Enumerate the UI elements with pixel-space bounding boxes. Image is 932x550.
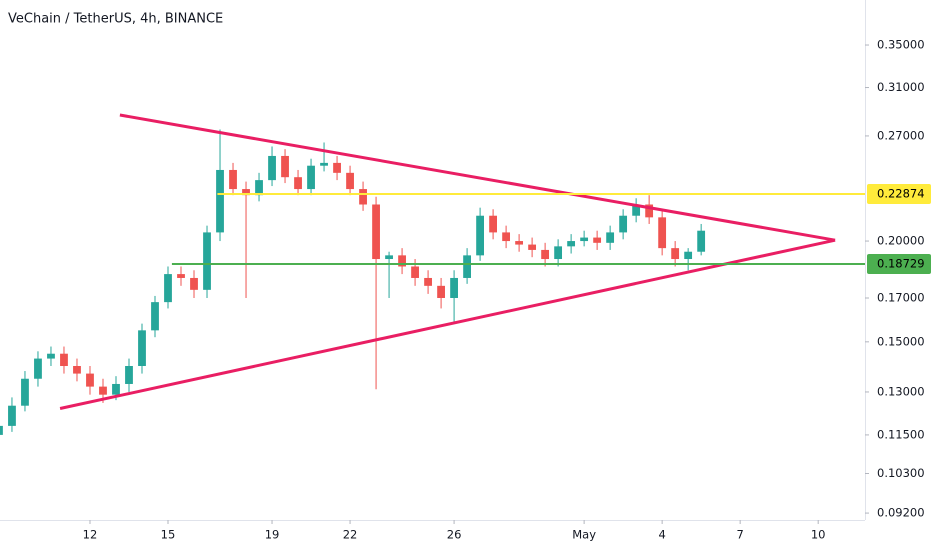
chart-title: VeChain / TetherUS, 4h, BINANCE	[8, 12, 223, 27]
candle-body	[8, 405, 16, 426]
candle-body	[281, 155, 289, 178]
candle-body	[619, 215, 628, 233]
candle-body	[21, 378, 29, 406]
trend-line	[59, 238, 836, 410]
candle-body	[320, 162, 328, 166]
candle-body	[528, 244, 537, 250]
candle-body	[580, 237, 589, 242]
candle-body	[0, 425, 3, 435]
x-tick-label: 4	[658, 528, 665, 542]
x-tick-label: 19	[265, 528, 280, 542]
candle-body	[437, 285, 445, 298]
candle-body	[307, 165, 315, 190]
candle-body	[229, 169, 237, 190]
candle-body	[242, 189, 250, 196]
candle-body	[138, 330, 146, 367]
x-tick-label: May	[572, 528, 596, 542]
candle-body	[684, 251, 693, 260]
trend-line	[119, 113, 836, 242]
candle-body	[151, 302, 159, 331]
price-label-box	[867, 184, 931, 205]
y-tick-label: 0.13000	[877, 384, 925, 398]
candle-body	[47, 353, 55, 359]
candle-body	[125, 366, 133, 384]
y-tick-label: 0.10300	[877, 466, 925, 480]
x-tick-label: 7	[737, 528, 744, 542]
candle-body	[294, 177, 302, 190]
candle-body	[372, 204, 380, 260]
candle-body	[671, 248, 680, 260]
candle-body	[398, 255, 406, 267]
candle-body	[216, 169, 224, 233]
x-tick-label: 12	[83, 528, 98, 542]
candle-body	[268, 155, 276, 181]
x-tick-label: 22	[343, 528, 358, 542]
y-tick-label: 0.17000	[877, 290, 925, 304]
candle-body	[463, 255, 471, 278]
candle-body	[99, 386, 107, 395]
candle-body	[593, 237, 602, 243]
candle-body	[476, 215, 484, 256]
y-tick-label: 0.15000	[877, 334, 925, 348]
y-tick-label: 0.09200	[877, 506, 925, 520]
y-tick-label: 0.20000	[877, 234, 925, 248]
candle-body	[515, 241, 524, 245]
candle-body	[489, 215, 497, 233]
candle-body	[567, 241, 576, 247]
candle-body	[34, 358, 42, 379]
y-tick-label: 0.31000	[877, 80, 925, 94]
price-label: 0.22874	[877, 187, 925, 201]
candle-body	[632, 204, 641, 216]
candle-body	[424, 277, 432, 286]
candle-body	[502, 232, 511, 242]
x-tick-label: 10	[811, 528, 826, 542]
candle-body	[385, 255, 393, 260]
candle-body	[255, 180, 263, 196]
candle-body	[606, 232, 615, 243]
candle-body	[112, 383, 120, 395]
candle-body	[697, 230, 706, 252]
x-tick-label: 26	[447, 528, 462, 542]
candle-body	[645, 204, 654, 218]
x-tick-label: 15	[161, 528, 176, 542]
candle-body	[333, 162, 341, 173]
candle-body	[73, 366, 81, 374]
price-label: 0.18729	[877, 257, 925, 271]
y-tick-label: 0.11500	[877, 427, 925, 441]
candle-body	[554, 246, 563, 260]
y-tick-label: 0.27000	[877, 128, 925, 142]
candle-body	[411, 266, 419, 278]
candle-body	[190, 277, 198, 290]
candle-body	[450, 277, 458, 298]
candle-body	[164, 274, 172, 303]
candle-body	[86, 373, 94, 387]
price-label-box	[867, 254, 931, 275]
candle-body	[541, 249, 550, 260]
candle-body	[346, 172, 354, 190]
candle-body	[359, 189, 367, 205]
candle-body	[203, 232, 211, 290]
candle-body	[177, 274, 185, 278]
candle-body	[658, 217, 667, 249]
candle-body	[60, 353, 68, 367]
y-tick-label: 0.35000	[877, 38, 925, 52]
